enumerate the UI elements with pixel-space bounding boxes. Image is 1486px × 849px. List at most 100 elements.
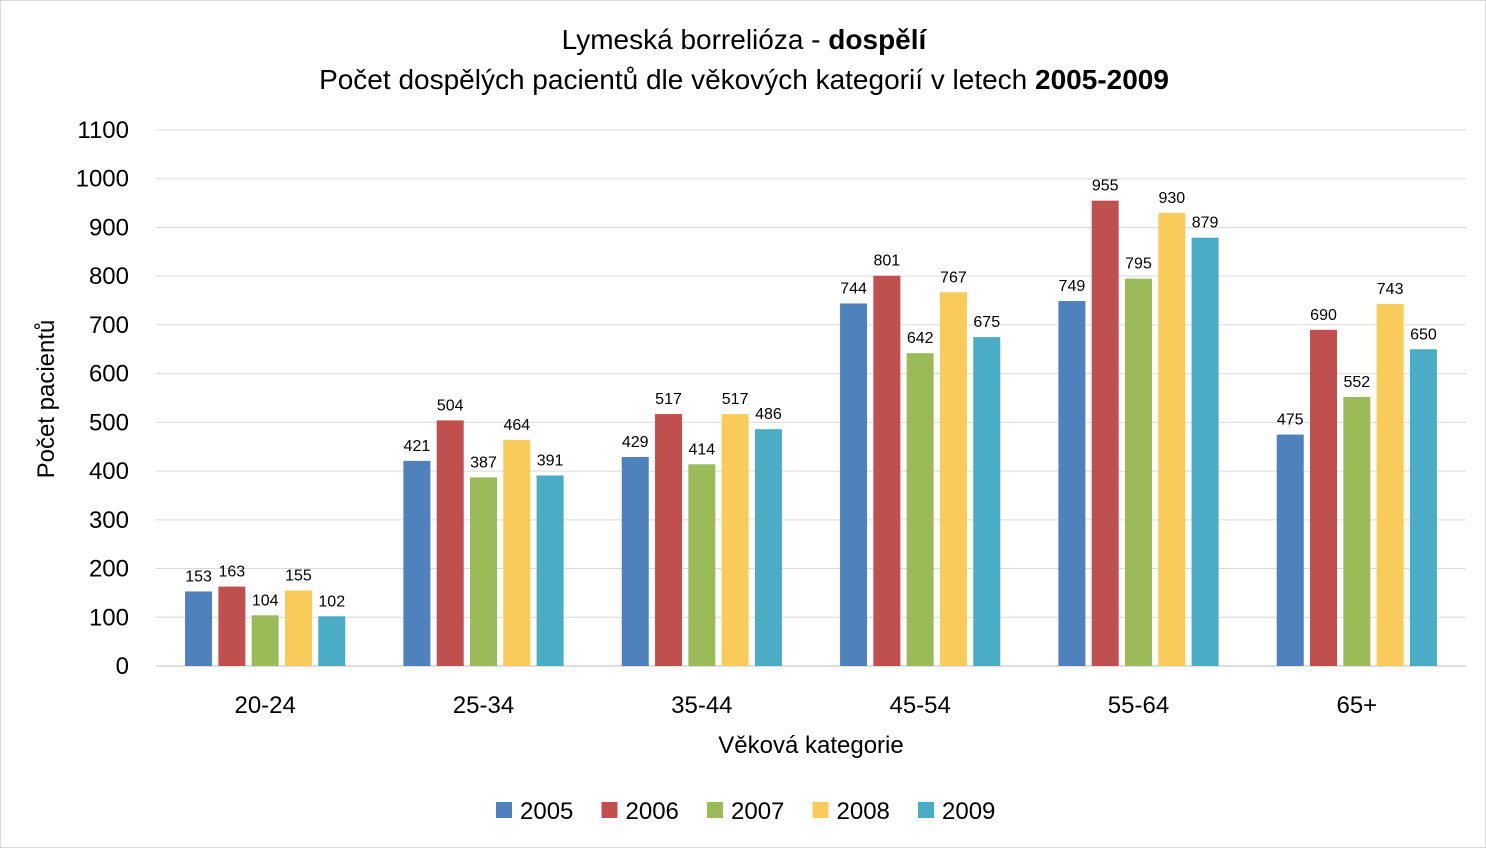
bar-2005-65+ (1276, 434, 1304, 666)
bar-2009-55-64 (1191, 237, 1219, 667)
legend-swatch (496, 802, 512, 818)
data-label: 102 (318, 593, 345, 610)
x-category-label: 45-54 (889, 692, 950, 719)
data-label: 504 (437, 397, 464, 414)
legend-label: 2009 (942, 798, 995, 825)
legend-label: 2005 (520, 798, 573, 825)
bar-2007-25-34 (470, 477, 497, 666)
data-label: 675 (973, 314, 1000, 331)
legend-item-2009: 2009 (918, 798, 995, 825)
bar-2005-55-64 (1058, 301, 1086, 666)
bar-2007-65+ (1343, 397, 1371, 666)
chart-title-line1-normal: Lymeská borrelióza - (562, 24, 829, 55)
y-tick-label: 900 (89, 214, 129, 241)
y-tick-label: 400 (89, 458, 129, 485)
y-tick-label: 600 (89, 361, 129, 388)
bar-2008-35-44 (721, 414, 749, 666)
y-tick-label: 700 (89, 312, 129, 339)
legend-label: 2008 (837, 798, 890, 825)
data-label: 795 (1125, 256, 1152, 273)
x-axis-title: Věková kategorie (718, 732, 903, 759)
bar-2006-35-44 (655, 414, 683, 666)
bar-2009-65+ (1409, 349, 1437, 666)
y-tick-label: 1100 (77, 117, 129, 144)
chart-title-line2-bold: 2005-2009 (1035, 64, 1169, 95)
data-label: 155 (285, 567, 312, 584)
data-label: 421 (404, 438, 431, 455)
bar-2006-45-54 (873, 275, 901, 666)
chart-title-line1: Lymeská borrelióza - dospělí (562, 24, 928, 55)
data-label: 517 (655, 391, 682, 408)
data-label: 486 (755, 406, 782, 423)
x-category-label: 25-34 (453, 692, 514, 719)
legend-swatch (601, 802, 618, 818)
data-label: 744 (840, 280, 867, 297)
x-axis-categories: 20-24 25-34 35-44 45-54 55-64 65+ (234, 692, 1377, 719)
data-label: 429 (622, 434, 649, 451)
legend-swatch (918, 802, 934, 818)
data-label: 690 (1310, 307, 1337, 324)
bar-2006-25-34 (436, 420, 464, 666)
y-tick-label: 500 (89, 409, 129, 436)
legend-label: 2006 (626, 798, 679, 825)
bar-2008-20-24 (284, 590, 312, 666)
bar-2008-55-64 (1158, 212, 1186, 666)
data-label: 955 (1092, 178, 1119, 195)
legend-item-2005: 2005 (496, 798, 573, 825)
y-axis-ticks: 0 100 200 300 400 500 600 700 800 900 1000 1100 (76, 117, 129, 680)
data-label: 163 (219, 564, 246, 581)
legend-swatch (812, 802, 829, 818)
bar-2009-45-54 (973, 337, 1001, 666)
data-label: 930 (1158, 190, 1185, 207)
bar-2005-35-44 (621, 456, 649, 666)
bar-2009-25-34 (536, 475, 564, 666)
bar-2007-55-64 (1125, 278, 1152, 666)
bar-2007-45-54 (906, 353, 934, 666)
bar-2005-20-24 (185, 591, 213, 666)
data-label: 743 (1377, 281, 1404, 298)
legend-item-2006: 2006 (601, 798, 679, 825)
bar-2006-20-24 (218, 586, 246, 666)
data-label: 879 (1192, 215, 1219, 232)
data-label: 153 (185, 568, 212, 585)
bar-2009-20-24 (318, 616, 346, 666)
y-tick-label: 300 (89, 507, 129, 534)
bar-2006-55-64 (1091, 200, 1119, 666)
data-label: 801 (874, 253, 901, 270)
data-label: 650 (1410, 326, 1437, 343)
x-category-label: 20-24 (234, 692, 295, 719)
x-category-label: 35-44 (671, 692, 732, 719)
data-labels: 153 163 104 155 102 421 504 387 464 391 429 517 414 5… (185, 178, 1437, 611)
y-axis-title: Počet pacientů (33, 320, 60, 479)
bar-2005-45-54 (840, 303, 868, 666)
bar-2009-35-44 (754, 429, 782, 666)
legend-item-2007: 2007 (707, 798, 784, 825)
bars (185, 200, 1437, 667)
bar-2007-20-24 (251, 615, 279, 666)
chart-title-line1-bold: dospělí (828, 24, 927, 55)
data-label: 552 (1343, 374, 1370, 391)
data-label: 642 (907, 330, 934, 347)
legend-label: 2007 (731, 798, 784, 825)
legend-swatch (707, 802, 723, 818)
bar-2006-65+ (1310, 329, 1338, 666)
data-label: 387 (470, 454, 497, 471)
legend: 2005 2006 2007 2008 2009 (496, 798, 995, 825)
x-category-label: 55-64 (1108, 692, 1169, 719)
y-tick-label: 100 (89, 604, 129, 631)
data-label: 767 (940, 269, 967, 286)
y-tick-label: 800 (89, 263, 129, 290)
gridlines (156, 129, 1466, 667)
data-label: 104 (252, 592, 279, 609)
bar-2008-25-34 (503, 439, 531, 666)
data-label: 749 (1059, 278, 1086, 295)
legend-item-2008: 2008 (812, 798, 890, 825)
data-label: 475 (1277, 412, 1304, 429)
data-label: 517 (722, 391, 749, 408)
bar-2008-65+ (1376, 303, 1404, 666)
chart-title-line2: Počet dospělých pacientů dle věkových ka… (319, 64, 1169, 95)
data-label: 414 (688, 441, 715, 458)
bar-2008-45-54 (939, 292, 967, 666)
